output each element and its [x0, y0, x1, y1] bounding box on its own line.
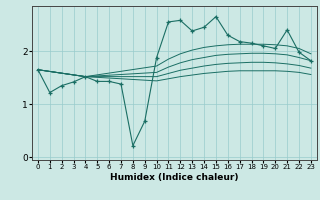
X-axis label: Humidex (Indice chaleur): Humidex (Indice chaleur): [110, 173, 239, 182]
